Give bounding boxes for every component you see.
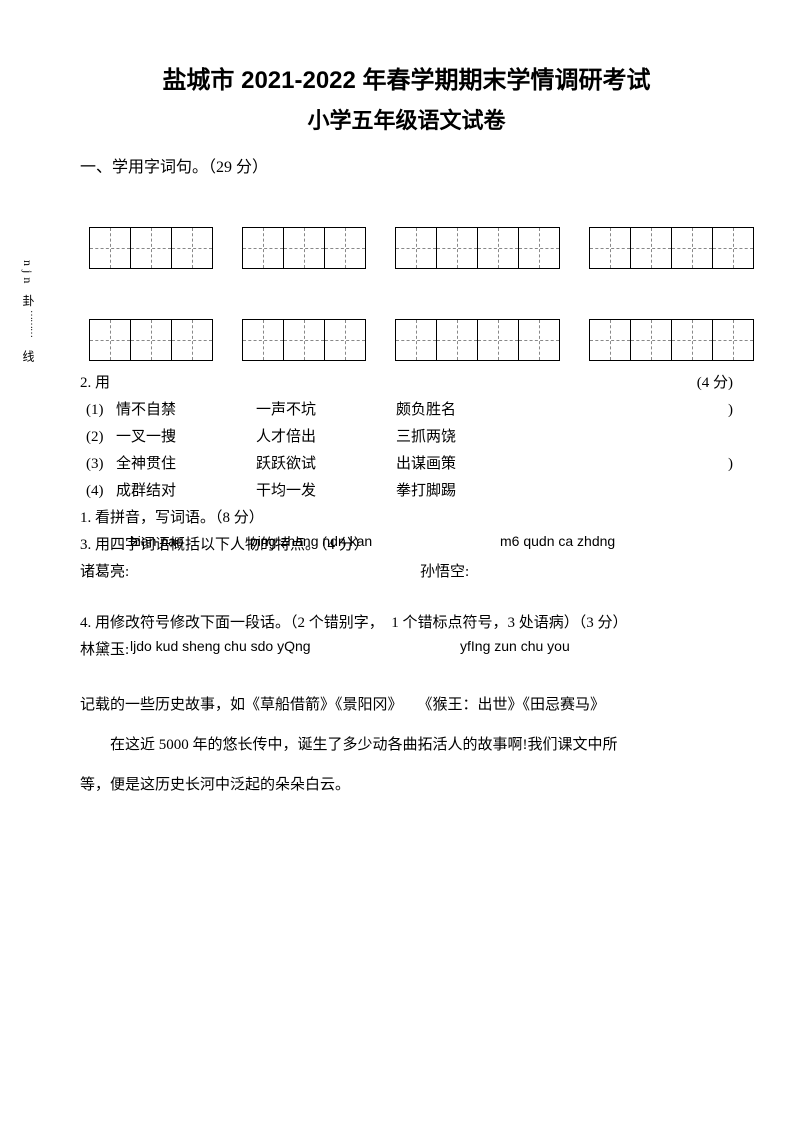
char-cell [171,319,213,361]
question-2-header: 2. 用 (4 分) [80,371,733,392]
question-1-line: 1. 看拼音，写词语。（8 分） [80,506,733,527]
word-c: 三抓两饶 [396,425,536,446]
row-number: (4) [80,483,116,500]
char-cell [518,227,560,269]
char-grid [90,227,213,269]
char-cell [283,319,325,361]
paragraph-3: 等，便是这历史长河中泛起的朵朵白云。 [80,770,733,800]
char-cell [130,227,172,269]
pinyin-moquan: m6 qudn ca zhdng [500,533,615,549]
char-cell [589,227,631,269]
q4-overlap-block: 林黛玉: ljdo kud sheng chu sdo yQng yfIng z… [80,638,733,660]
char-grid [90,319,213,361]
margin-label-1: njn 卦 [20,260,37,310]
char-grid [590,319,754,361]
char-cell [589,319,631,361]
row-number: (3) [80,456,116,473]
pinyin-liaokuo: ljdo kud sheng chu sdo yQng [130,638,311,654]
char-cell [436,319,478,361]
q3-overlap-block: 3. 用四字词语概括以下人物的特点。（4 分） bian pao ping zh… [80,533,733,554]
row-number: (1) [80,402,116,419]
char-cell [242,227,284,269]
char-grid [396,227,560,269]
char-cell [436,227,478,269]
char-cell [324,319,366,361]
q2-prefix: 2. 用 [80,371,110,392]
word-b: 人才倍出 [256,425,396,446]
word-a: 一叉一捜 [116,425,256,446]
char-cell [89,227,131,269]
paragraph-1: 记载的一些历史故事，如《草船借箭》《景阳冈》 《猴王：出世》《田忌赛马》 [80,690,733,720]
char-cell [712,319,754,361]
word-a: 情不自禁 [116,398,256,419]
char-cell [671,227,713,269]
word-c: 颇负胜名 [396,398,536,419]
word-row: (2)一叉一捜人才倍出三抓两饶 [80,425,733,446]
char-cell [89,319,131,361]
exam-title-sub: 小学五年级语文试卷 [80,103,733,135]
char-grid [243,227,366,269]
char-cell [242,319,284,361]
word-b: 一声不坑 [256,398,396,419]
pinyin-bianpao: bian pao [130,533,184,549]
word-a: 成群结对 [116,479,256,500]
char-grid [590,227,754,269]
question-4-line: 4. 用修改符号修改下面一段话。（2 个错别字， 1 个错标点符号，3 处语病）… [80,611,733,632]
margin-dots: ……… [28,310,39,337]
char-cell [630,319,672,361]
pinyin-pingzhang: ping zhang ndn kan [250,533,372,549]
char-cell [171,227,213,269]
char-cell [630,227,672,269]
char-cell [477,319,519,361]
row-number: (2) [80,429,116,446]
char-cell [712,227,754,269]
exam-title-main: 盐城市 2021-2022 年春学期期末学情调研考试 [80,60,733,95]
word-c: 出谋画策 [396,452,536,473]
zhugeliang-label: 诸葛亮: [80,560,420,581]
word-row: (1)情不自禁一声不坑颇负胜名) [80,398,733,419]
char-cell [518,319,560,361]
char-cell [130,319,172,361]
char-cell [324,227,366,269]
word-a: 全神贯住 [116,452,256,473]
q2-points: (4 分) [697,371,733,392]
paragraph-2: 在这近 5000 年的悠长传中，诞生了多少动各曲拓活人的故事啊!我们课文中所 [80,730,733,760]
row-end: ) [728,402,733,419]
word-b: 干均一发 [256,479,396,500]
word-row: (4)成群结对干均一发拳打脚踢 [80,479,733,500]
word-b: 跃跃欲试 [256,452,396,473]
lindaiyu-label: 林黛玉: [80,638,129,659]
section-1-heading: 一、学用字词句。（29 分） [80,153,733,177]
char-grid-row-2 [90,319,733,361]
char-cell [395,227,437,269]
char-cell [395,319,437,361]
char-grid [243,319,366,361]
char-cell [671,319,713,361]
sunwukong-label: 孙悟空: [420,560,469,581]
word-row: (3)全神贯住跃跃欲试出谋画策) [80,452,733,473]
char-cell [283,227,325,269]
char-grid [396,319,560,361]
word-c: 拳打脚踢 [396,479,536,500]
row-end: ) [728,456,733,473]
margin-label-2: 线 [20,350,37,364]
char-cell [477,227,519,269]
character-blank-row-1: 诸葛亮: 孙悟空: [80,560,733,581]
pinyin-yingzun: yfIng zun chu you [460,638,570,654]
char-grid-row-1 [90,227,733,269]
